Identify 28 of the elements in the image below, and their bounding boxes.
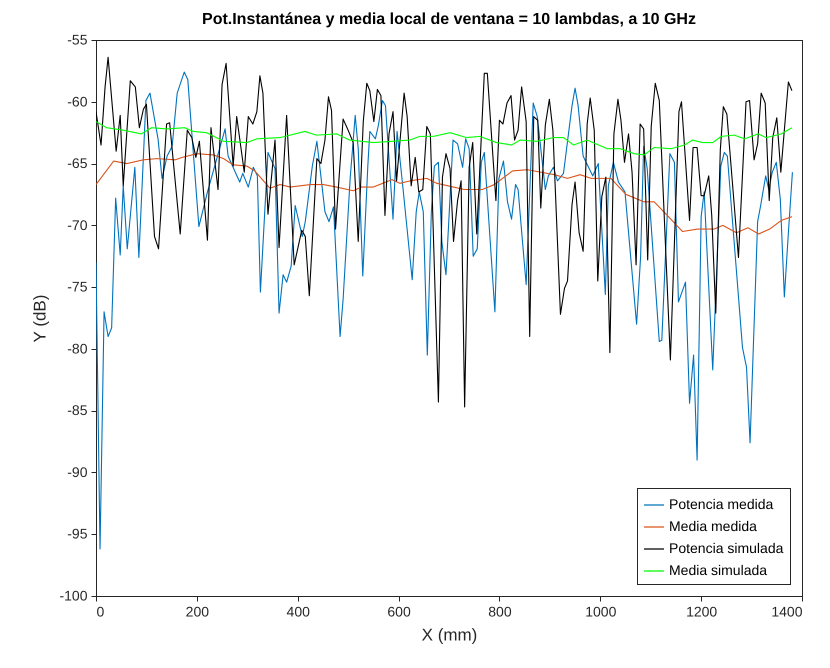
legend-label: Potencia medida: [669, 496, 774, 512]
x-axis-title: X (mm): [422, 626, 478, 644]
x-tick-label: 1200: [686, 604, 718, 620]
x-tick-label: 600: [387, 604, 411, 620]
y-tick-label: -80: [67, 340, 88, 356]
x-tick-label: 400: [286, 604, 310, 620]
y-tick-label: -100: [59, 588, 88, 604]
chart-title: Pot.Instantánea y media local de ventana = 10 lambdas, a 10 GHz: [202, 11, 696, 28]
y-tick-label: -90: [67, 464, 88, 480]
line-series: [96, 120, 792, 156]
legend-label: Potencia simulada: [669, 540, 784, 556]
x-tick-label: 200: [186, 604, 210, 620]
y-axis-title: Y (dB): [30, 294, 50, 342]
y-tick-label: -95: [67, 526, 88, 542]
line-series: [96, 56, 792, 408]
x-tick-label: 1000: [585, 604, 617, 620]
line-series: [96, 153, 792, 235]
y-tick-label: -75: [67, 278, 88, 295]
x-tick-label: 0: [96, 604, 104, 620]
legend-label: Media simulada: [669, 562, 768, 578]
legend-label: Media medida: [669, 518, 758, 534]
y-tick-label: -65: [67, 155, 88, 172]
y-tick-label: -85: [67, 402, 88, 418]
y-tick-label: -70: [67, 216, 88, 233]
x-tick-label: 1400: [771, 604, 803, 620]
x-tick-label: 800: [488, 604, 512, 620]
y-tick-label: -55: [67, 32, 88, 48]
y-tick-label: -60: [67, 93, 88, 110]
